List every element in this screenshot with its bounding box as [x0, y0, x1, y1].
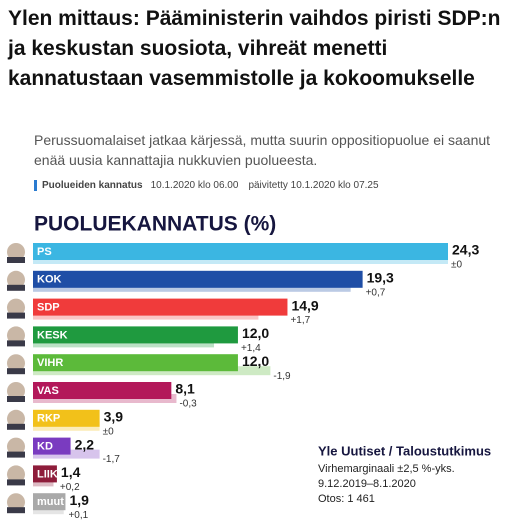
value-label: 2,2 — [75, 436, 95, 452]
value-label: 12,0 — [242, 353, 269, 369]
portrait-body — [7, 368, 25, 375]
bar — [33, 437, 71, 455]
value-label: 1,9 — [69, 492, 89, 508]
change-label: +0,7 — [366, 287, 386, 298]
portrait-body — [7, 507, 25, 514]
headline: Ylen mittaus: Pääministerin vaihdos piri… — [8, 7, 501, 90]
change-label: +1,4 — [241, 343, 261, 354]
change-label: ±0 — [451, 260, 462, 271]
meta: Puolueiden kannatus 10.1.2020 klo 06.00 pä… — [34, 180, 389, 191]
value-label: 24,3 — [452, 242, 479, 258]
chart: PUOLUEKANNATUS (%) Yle Uutiset / Taloust… — [7, 213, 491, 521]
tag[interactable]: Puolueiden kannatus — [34, 180, 143, 191]
value-label: 12,0 — [242, 325, 269, 341]
party-label: VIHR — [37, 357, 63, 369]
value-label: 8,1 — [175, 381, 195, 397]
portrait — [7, 493, 25, 512]
portrait — [7, 437, 25, 456]
portrait — [7, 298, 25, 317]
bar — [33, 326, 238, 344]
bar — [33, 409, 100, 427]
value-label: 19,3 — [367, 270, 394, 286]
bar — [33, 382, 172, 399]
portrait-body — [7, 451, 25, 458]
change-label: -1,7 — [103, 454, 121, 465]
bar — [33, 298, 288, 316]
portrait — [7, 326, 25, 345]
change-label: +0,2 — [60, 482, 80, 493]
portrait-body — [7, 423, 25, 430]
party-label: muut — [37, 496, 64, 508]
party-label: LIIK — [37, 468, 58, 480]
note: Virhemarginaali ±2,5 %-yks. — [318, 463, 455, 475]
bar — [33, 270, 363, 288]
lead: Perussuomalaiset jatkaa kärjessä, mutta … — [34, 132, 491, 168]
published: 10.1.2020 klo 06.00 — [150, 180, 239, 191]
party-label: PS — [37, 246, 52, 258]
chart-title: PUOLUEKANNATUS (%) — [34, 213, 276, 236]
party-label: SDP — [37, 302, 60, 314]
change-label: +1,7 — [290, 315, 310, 326]
change-label: -0,3 — [179, 399, 197, 410]
note: Otos: 1 461 — [318, 493, 375, 505]
bar — [33, 354, 238, 372]
change-label: -1,9 — [273, 371, 291, 382]
portrait — [7, 270, 25, 289]
portrait-body — [7, 396, 25, 402]
party-label: KD — [37, 441, 53, 453]
portrait-body — [7, 312, 25, 319]
value-label: 1,4 — [61, 464, 81, 480]
portrait — [7, 354, 25, 373]
portrait — [7, 409, 25, 428]
bar — [33, 493, 66, 511]
change-label: ±0 — [103, 426, 114, 437]
portrait — [7, 243, 25, 261]
note: 9.12.2019–8.1.2020 — [318, 478, 416, 490]
portrait-body — [7, 257, 25, 263]
value-label: 14,9 — [291, 297, 318, 313]
party-label: RKP — [37, 413, 60, 425]
updated: päivitetty 10.1.2020 klo 07.25 — [248, 180, 379, 191]
bar — [33, 465, 57, 483]
party-label: VAS — [37, 385, 59, 397]
source: Yle Uutiset / Taloustutkimus — [318, 443, 491, 458]
change-label: +0,1 — [68, 510, 88, 521]
portrait — [7, 382, 25, 400]
portrait-body — [7, 284, 25, 291]
value-label: 3,9 — [104, 409, 124, 425]
party-label: KESK — [37, 329, 68, 341]
portrait-body — [7, 479, 25, 486]
portrait — [7, 465, 25, 484]
bar — [33, 243, 448, 260]
party-label: KOK — [37, 274, 62, 286]
portrait-body — [7, 340, 25, 347]
